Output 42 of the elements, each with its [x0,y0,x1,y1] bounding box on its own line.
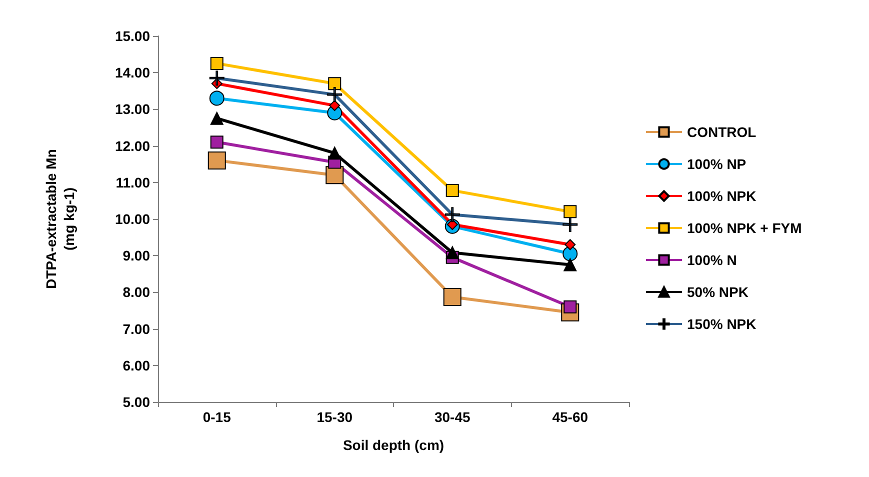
y-tick-label: 10.00 [114,211,150,227]
point [562,246,578,262]
point [564,239,576,250]
legend-label: 100% NPK + FYM [687,220,802,236]
point [210,136,224,149]
legend-label: 100% N [687,252,737,268]
y-tick-label: 7.00 [122,320,150,337]
point [564,205,577,218]
point [446,246,459,260]
point [443,288,462,306]
y-tick-label: 13.00 [114,101,150,118]
point [209,70,224,86]
legend-label: 100% NPK [687,188,756,204]
point [208,151,226,170]
y-tick-label: 11.00 [116,174,150,190]
x-tick-label: 30-45 [434,409,470,425]
point [210,56,224,70]
point [328,146,342,160]
y-tick-label: 15.00 [114,28,150,44]
point [327,87,342,102]
y-tick-label: 5.00 [122,394,150,410]
point [210,112,224,125]
y-tick-label: 9.00 [122,248,150,264]
legend-label: CONTROL [687,124,757,140]
y-tick-label: 6.00 [122,357,150,374]
point [328,77,342,90]
point [564,258,577,272]
point [444,207,460,222]
x-tick-label: 45-60 [552,409,588,425]
point [329,100,340,112]
point [446,184,459,197]
y-axis-title: DTPA-extractable Mn (mg kg-1) [43,149,77,289]
x-tick-label: 15-30 [316,409,353,425]
legend-label: 150% NPK [687,316,756,332]
point [209,90,224,106]
y-tick-label: 12.00 [114,138,150,154]
x-axis-title: Soil depth (cm) [342,437,444,453]
y-tick-label: 14.00 [114,64,150,81]
x-tick-label: 0-15 [202,409,232,425]
legend-label: 100% NP [687,156,746,172]
y-tick-label: 8.00 [122,284,150,300]
legend-label: 50% NPK [687,284,748,300]
